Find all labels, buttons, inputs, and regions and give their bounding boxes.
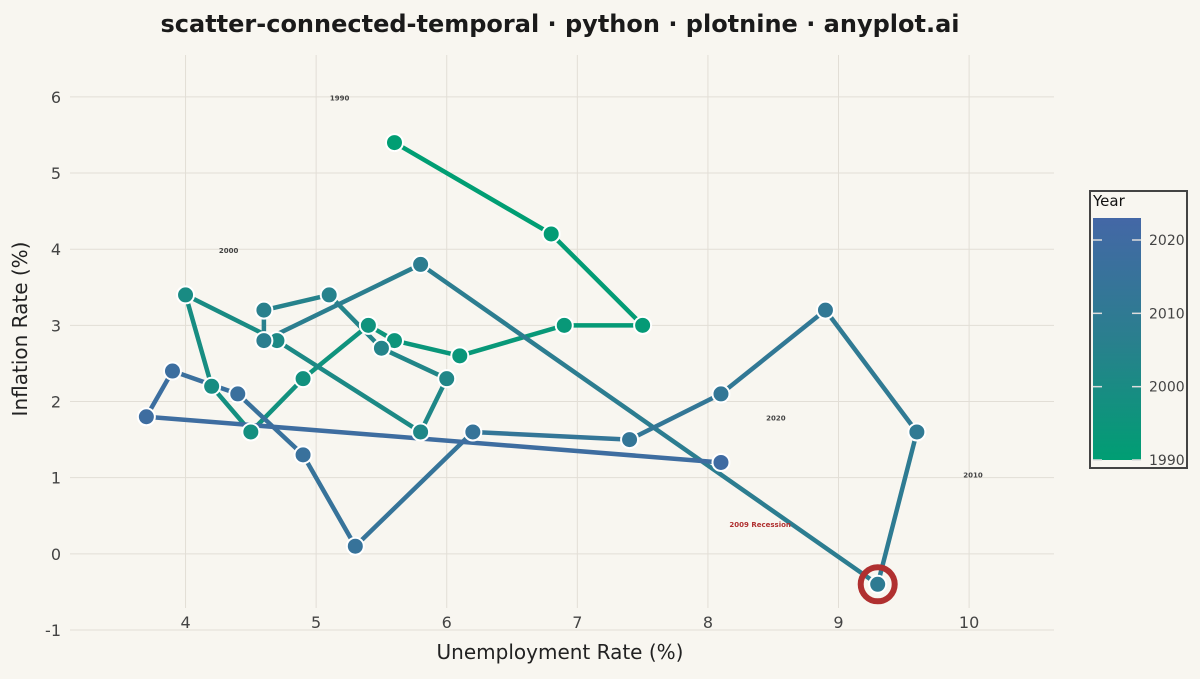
data-point <box>293 369 313 389</box>
recession-annotation: 2009 Recession <box>729 521 790 529</box>
data-point <box>711 384 731 404</box>
year-label: 2000 <box>219 247 239 255</box>
x-axis-title: Unemployment Rate (%) <box>437 640 684 664</box>
path-segment <box>418 262 880 587</box>
grid <box>70 55 1054 631</box>
x-tick-label: 8 <box>703 613 713 632</box>
legend-title: Year <box>1092 192 1126 210</box>
year-label: 2020 <box>766 415 786 423</box>
data-point <box>633 315 653 335</box>
data-point <box>345 536 365 556</box>
path-segment <box>183 292 214 389</box>
legend-ticks: 1990 2000 2010 2020 <box>1093 233 1185 469</box>
path-segment <box>457 323 567 359</box>
path-segment <box>248 376 306 435</box>
y-tick-label: 3 <box>51 316 61 335</box>
path-segment <box>875 429 920 587</box>
data-point <box>450 346 470 366</box>
y-tick-label: 4 <box>51 240 61 259</box>
legend-colorbar <box>1093 218 1141 460</box>
data-point <box>254 331 274 351</box>
path-segment <box>392 338 463 359</box>
data-point <box>254 300 274 320</box>
chart-title: scatter-connected-temporal · python · pl… <box>160 10 959 38</box>
year-label: 2010 <box>963 472 983 480</box>
year-labels: 1990 2000 2010 2020 2009 Recession <box>219 95 983 529</box>
color-legend: Year 1990 2000 2010 2020 <box>1089 190 1188 469</box>
x-tick-label: 10 <box>959 613 979 632</box>
data-point <box>241 422 261 442</box>
y-axis-title: Inflation Rate (%) <box>8 242 32 417</box>
path-segment <box>418 376 449 435</box>
legend-tick-label: 2020 <box>1149 233 1185 249</box>
data-point <box>371 338 391 358</box>
x-tick-label: 7 <box>572 613 582 632</box>
data-point <box>136 407 156 427</box>
path-segment <box>823 307 920 435</box>
x-tick-label: 4 <box>180 613 190 632</box>
data-point <box>228 384 248 404</box>
path-segment <box>300 323 371 381</box>
path-segment <box>353 429 476 549</box>
y-tick-label: 2 <box>51 393 61 412</box>
path-segment <box>392 140 554 237</box>
y-tick-label: 0 <box>51 545 61 564</box>
y-tick-label: 6 <box>51 88 61 107</box>
data-point <box>620 430 640 450</box>
data-point <box>411 422 431 442</box>
data-point <box>202 376 222 396</box>
x-tick-label: 6 <box>442 613 452 632</box>
data-point <box>319 285 339 305</box>
data-point <box>437 369 457 389</box>
x-tick-label: 9 <box>833 613 843 632</box>
data-point <box>907 422 927 442</box>
path-segment <box>300 452 358 549</box>
data-point <box>384 133 404 153</box>
path-segment <box>261 292 332 313</box>
path-segment <box>261 262 423 343</box>
path-segment <box>144 414 724 465</box>
path-segment <box>274 338 423 435</box>
path-segment <box>470 429 632 442</box>
y-tick-label: -1 <box>45 621 61 640</box>
data-point <box>293 445 313 465</box>
data-point <box>711 452 731 472</box>
path-segment <box>548 231 645 328</box>
recession-highlight-ring <box>857 564 898 605</box>
path-segment <box>627 391 724 442</box>
legend-tick-label: 1990 <box>1149 453 1185 469</box>
path-segment <box>379 345 449 381</box>
legend-tick-label: 2010 <box>1149 306 1185 322</box>
axes: 4 5 6 7 8 9 10 -1 0 1 2 3 4 5 6 <box>45 88 979 640</box>
x-tick-label: 5 <box>311 613 321 632</box>
data-points <box>136 133 927 594</box>
recession-highlight <box>857 564 898 605</box>
y-tick-label: 1 <box>51 469 61 488</box>
data-point <box>162 361 182 381</box>
data-point <box>868 574 888 594</box>
path-segment <box>718 307 828 397</box>
year-label: 1990 <box>330 95 350 103</box>
data-point <box>358 315 378 335</box>
connecting-path <box>144 140 920 587</box>
data-point <box>541 224 561 244</box>
data-point <box>176 285 196 305</box>
data-point <box>815 300 835 320</box>
data-point <box>554 315 574 335</box>
data-point <box>411 254 431 274</box>
legend-tick-label: 2000 <box>1149 380 1185 396</box>
y-tick-label: 5 <box>51 164 61 183</box>
data-point <box>463 422 483 442</box>
